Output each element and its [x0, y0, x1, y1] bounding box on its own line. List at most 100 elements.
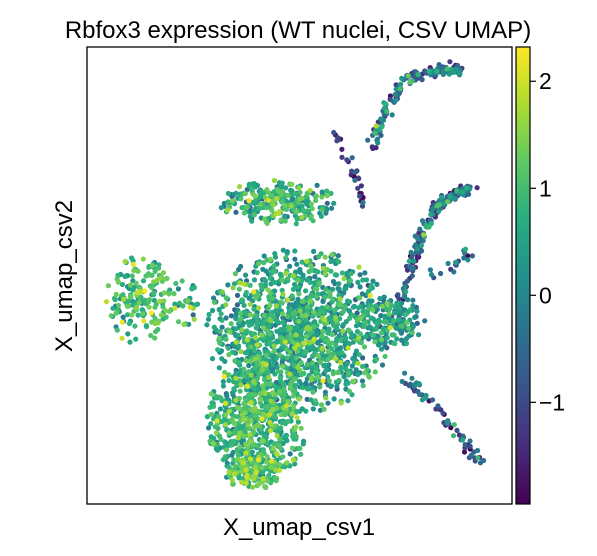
data-point — [256, 206, 262, 212]
data-point — [260, 475, 266, 482]
data-point — [211, 295, 217, 301]
data-point — [310, 313, 316, 319]
data-point — [342, 286, 348, 292]
data-point — [277, 352, 283, 358]
data-point — [234, 414, 240, 420]
data-point — [234, 292, 241, 298]
data-point — [416, 381, 422, 387]
data-point — [166, 291, 172, 297]
data-point — [284, 250, 290, 256]
data-point — [345, 398, 351, 404]
data-point — [285, 297, 291, 303]
data-point — [261, 253, 267, 259]
data-point — [353, 323, 360, 329]
data-point — [252, 193, 258, 199]
colorbar-frame — [515, 46, 531, 505]
data-point — [435, 209, 441, 215]
data-point — [278, 411, 284, 418]
data-point — [222, 439, 228, 445]
data-point — [348, 271, 354, 277]
data-point — [311, 324, 317, 330]
data-point — [282, 433, 289, 439]
data-point — [244, 204, 250, 210]
data-point — [261, 325, 267, 331]
data-point — [252, 313, 258, 319]
data-point — [130, 261, 136, 267]
data-point — [349, 155, 355, 161]
data-point — [166, 308, 172, 314]
data-point — [175, 319, 182, 325]
data-point — [264, 205, 270, 211]
data-point — [265, 287, 271, 293]
data-point — [216, 306, 222, 313]
data-point — [378, 313, 384, 319]
data-point — [230, 349, 236, 355]
data-point — [254, 270, 260, 276]
data-point — [215, 347, 221, 353]
data-point — [375, 140, 381, 146]
data-point — [132, 323, 138, 329]
data-point — [334, 138, 340, 144]
data-point — [293, 332, 299, 338]
data-point — [333, 314, 339, 320]
data-point — [378, 330, 384, 336]
data-point — [226, 377, 232, 384]
data-point — [241, 281, 247, 287]
data-point — [260, 383, 266, 389]
data-point — [404, 267, 411, 273]
data-point — [238, 263, 244, 270]
data-point — [409, 330, 415, 336]
data-point — [346, 308, 352, 314]
data-point — [354, 310, 360, 316]
data-point — [350, 304, 356, 310]
data-point — [251, 277, 258, 283]
data-point — [362, 319, 368, 325]
data-point — [406, 258, 412, 264]
data-point — [249, 391, 255, 398]
data-point — [287, 325, 293, 331]
data-point — [218, 395, 224, 401]
data-point — [230, 449, 236, 455]
data-point — [294, 415, 300, 421]
data-point — [282, 218, 288, 224]
data-point — [444, 66, 450, 72]
data-point — [409, 273, 415, 279]
data-point — [238, 315, 244, 322]
data-point — [267, 275, 273, 281]
data-point — [149, 262, 155, 269]
data-point — [404, 320, 410, 326]
data-point — [134, 304, 140, 311]
data-point — [172, 305, 178, 311]
data-point — [337, 359, 344, 365]
data-point — [133, 336, 139, 342]
data-point — [319, 194, 325, 200]
data-point — [418, 242, 424, 248]
data-point — [379, 303, 385, 309]
data-point — [429, 397, 436, 403]
data-point — [248, 417, 254, 424]
data-point — [213, 430, 219, 436]
data-point — [374, 281, 380, 287]
data-point — [372, 369, 378, 375]
data-point — [223, 295, 229, 301]
data-point — [322, 362, 328, 368]
data-point — [374, 356, 380, 362]
data-point — [296, 378, 303, 385]
data-point — [262, 390, 268, 396]
data-point — [303, 349, 309, 355]
data-point — [339, 270, 345, 276]
data-point — [320, 298, 326, 305]
data-point — [268, 464, 274, 470]
data-point — [180, 303, 186, 309]
data-point — [243, 467, 249, 473]
data-point — [285, 192, 291, 199]
data-point — [343, 335, 349, 341]
data-point — [119, 281, 125, 288]
data-point — [367, 292, 373, 299]
data-point — [338, 301, 344, 308]
data-point — [324, 338, 330, 344]
data-point — [399, 75, 405, 81]
data-point — [349, 168, 355, 174]
data-point — [267, 256, 273, 263]
data-point — [171, 291, 177, 297]
